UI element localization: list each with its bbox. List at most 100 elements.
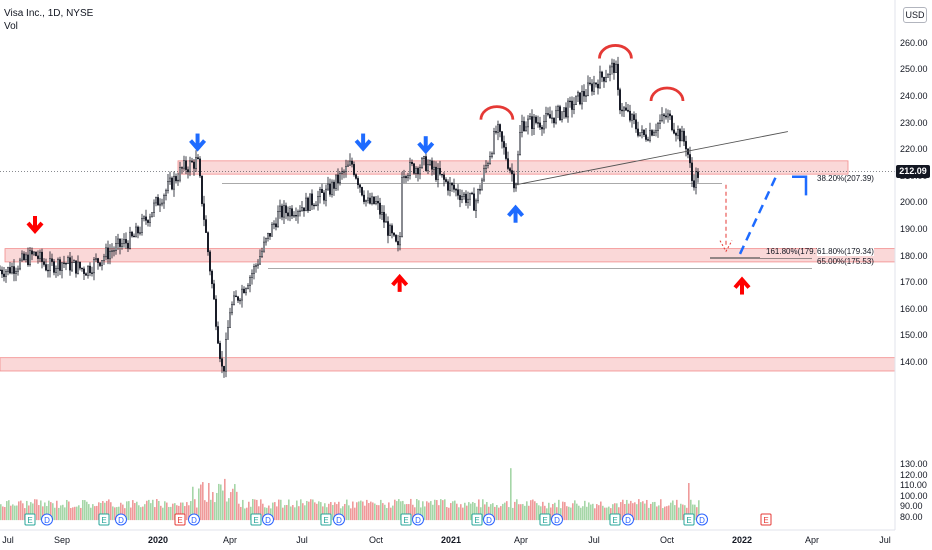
- price-tick-label: 140.00: [900, 357, 928, 367]
- volume-bar: [188, 505, 190, 521]
- candle-body: [69, 257, 71, 271]
- candle-body: [455, 189, 457, 191]
- volume-bar: [112, 506, 114, 521]
- volume-bar: [90, 507, 92, 521]
- candle-body: [49, 258, 51, 271]
- candle-body: [65, 263, 67, 265]
- candle-body: [389, 225, 391, 236]
- dividend-marker: D: [115, 513, 127, 526]
- volume-bar: [118, 506, 120, 521]
- candle-body: [413, 163, 415, 174]
- candle-body: [259, 256, 261, 265]
- candle-body: [243, 288, 245, 294]
- candle-body: [459, 195, 461, 201]
- candle-body: [13, 266, 15, 274]
- candle-body: [127, 242, 129, 249]
- candle-body: [675, 132, 677, 136]
- candle-body: [609, 66, 611, 76]
- candle-body: [397, 241, 399, 246]
- time-tick-label: 2022: [731, 535, 753, 545]
- dividend-marker: D: [551, 513, 563, 526]
- volume-bars: [0, 468, 700, 521]
- candle-body: [567, 100, 569, 118]
- volume-bar: [204, 500, 206, 521]
- candle-body: [331, 181, 333, 195]
- volume-bar: [74, 506, 76, 521]
- candle-body: [589, 82, 591, 85]
- volume-bar: [138, 505, 140, 521]
- candle-body: [179, 167, 181, 181]
- candle-body: [99, 262, 101, 266]
- volume-bar: [72, 507, 74, 521]
- volume-bar: [512, 507, 514, 521]
- svg-text:E: E: [686, 516, 691, 525]
- candle-body: [235, 295, 237, 298]
- volume-indicator-label[interactable]: Vol: [4, 21, 18, 32]
- volume-bar: [570, 507, 572, 521]
- volume-bar: [694, 504, 696, 521]
- svg-text:D: D: [415, 516, 421, 525]
- candle-body: [319, 189, 321, 197]
- volume-bar: [230, 492, 232, 521]
- candle-body: [679, 129, 681, 142]
- svg-text:E: E: [474, 516, 479, 525]
- volume-bar: [240, 506, 242, 521]
- volume-bar: [244, 508, 246, 521]
- price-tick-label: 100.00: [900, 490, 928, 501]
- candle-body: [113, 250, 115, 252]
- symbol-title[interactable]: Visa Inc., 1D, NYSE: [4, 8, 94, 19]
- candle-body: [157, 197, 159, 206]
- volume-bar: [58, 507, 60, 521]
- volume-bar: [388, 502, 390, 521]
- dividend-marker: D: [412, 513, 424, 526]
- time-tick-label: Jul: [588, 535, 600, 545]
- horizontal-zone: [177, 160, 849, 175]
- volume-bar: [8, 500, 10, 521]
- volume-bar: [432, 504, 434, 521]
- candle-body: [159, 203, 161, 206]
- volume-bar: [592, 503, 594, 521]
- volume-bar: [394, 499, 396, 521]
- candle-body: [385, 221, 387, 223]
- candle-body: [255, 265, 257, 267]
- candle-body: [317, 196, 319, 206]
- candle-body: [661, 114, 663, 121]
- candle-body: [237, 296, 239, 301]
- candle-body: [669, 113, 671, 117]
- resistance-zones: [0, 160, 896, 372]
- volume-bar: [638, 499, 640, 521]
- candle-body: [347, 164, 349, 167]
- candle-body: [427, 164, 429, 171]
- volume-bar: [250, 506, 252, 521]
- volume-bar: [288, 499, 290, 521]
- volume-bar: [560, 508, 562, 521]
- candle-body: [155, 197, 157, 204]
- candle-body: [117, 238, 119, 244]
- candle-body: [569, 100, 571, 103]
- volume-bar: [656, 506, 658, 521]
- candle-body: [29, 250, 31, 266]
- volume-bar: [312, 499, 314, 521]
- volume-bar: [344, 503, 346, 521]
- volume-bar: [524, 505, 526, 521]
- volume-bar: [508, 507, 510, 521]
- candle-body: [693, 180, 695, 188]
- volume-bar: [322, 506, 324, 521]
- volume-bar: [484, 504, 486, 521]
- volume-bar: [378, 505, 380, 521]
- volume-bar: [218, 483, 220, 521]
- volume-bar: [628, 503, 630, 521]
- candle-body: [333, 181, 335, 189]
- candle-body: [487, 163, 489, 166]
- volume-bar: [406, 504, 408, 521]
- volume-bar: [172, 503, 174, 521]
- candle-body: [619, 89, 621, 111]
- candle-body: [329, 183, 331, 195]
- currency-button[interactable]: USD: [903, 7, 927, 23]
- candle-body: [97, 258, 99, 263]
- volume-bar: [98, 502, 100, 521]
- candle-body: [177, 179, 179, 182]
- candle-body: [665, 115, 667, 118]
- candle-body: [89, 265, 91, 274]
